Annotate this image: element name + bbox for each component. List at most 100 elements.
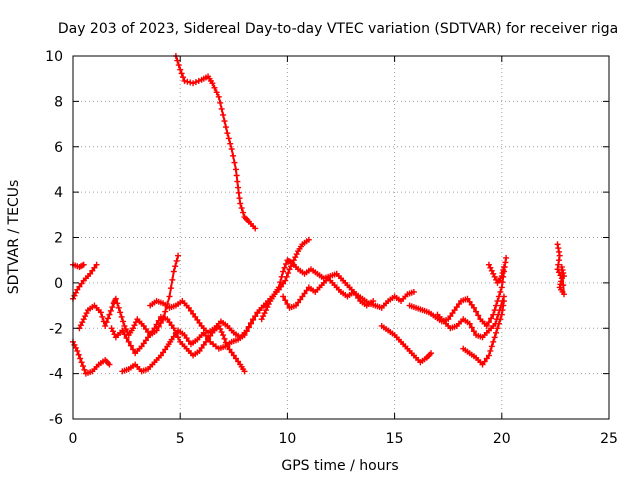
data-point bbox=[147, 331, 154, 338]
data-point bbox=[185, 304, 192, 311]
data-point bbox=[185, 338, 192, 345]
data-point bbox=[275, 284, 282, 291]
data-point bbox=[192, 79, 199, 86]
data-point bbox=[499, 270, 506, 277]
data-point bbox=[466, 320, 473, 327]
data-point bbox=[252, 313, 259, 320]
data-point bbox=[483, 322, 490, 329]
data-point bbox=[297, 296, 304, 303]
data-point bbox=[130, 346, 137, 353]
data-point bbox=[202, 332, 209, 339]
data-point bbox=[140, 322, 147, 329]
data-point bbox=[556, 252, 563, 259]
data-point bbox=[238, 205, 245, 212]
data-point bbox=[557, 281, 564, 288]
data-point bbox=[370, 298, 377, 305]
data-point bbox=[493, 276, 500, 283]
data-point bbox=[240, 209, 247, 216]
data-point bbox=[449, 310, 456, 317]
data-point bbox=[74, 286, 81, 293]
data-point bbox=[157, 352, 164, 359]
data-point bbox=[493, 302, 500, 309]
y-tick-label: 8 bbox=[54, 94, 63, 110]
data-point bbox=[499, 279, 506, 286]
data-point bbox=[170, 325, 177, 332]
data-point bbox=[226, 346, 233, 353]
data-point bbox=[181, 332, 188, 339]
data-point bbox=[127, 342, 134, 349]
data-point bbox=[213, 89, 220, 96]
data-point bbox=[122, 326, 129, 333]
data-point bbox=[153, 321, 160, 328]
data-point bbox=[230, 152, 237, 159]
series-s3 bbox=[70, 261, 100, 302]
data-point bbox=[162, 346, 169, 353]
data-point bbox=[75, 351, 82, 358]
data-point bbox=[205, 335, 212, 342]
data-point bbox=[221, 118, 228, 125]
data-point bbox=[170, 268, 177, 275]
data-point bbox=[559, 267, 566, 274]
data-point bbox=[80, 316, 87, 323]
data-point bbox=[250, 316, 257, 323]
data-point bbox=[99, 313, 106, 320]
data-point bbox=[487, 347, 494, 354]
data-series bbox=[70, 53, 567, 377]
data-point bbox=[498, 284, 505, 291]
x-tick-label: 5 bbox=[176, 431, 185, 447]
chart-title: Day 203 of 2023, Sidereal Day-to-day VTE… bbox=[58, 21, 618, 37]
data-point bbox=[107, 307, 114, 314]
data-point bbox=[79, 319, 86, 326]
series-s1 bbox=[172, 53, 259, 232]
data-point bbox=[82, 313, 89, 320]
data-point bbox=[221, 335, 228, 342]
data-point bbox=[181, 77, 188, 84]
data-point bbox=[303, 287, 310, 294]
data-point bbox=[475, 312, 482, 319]
data-point bbox=[455, 301, 462, 308]
series-line bbox=[72, 340, 111, 375]
series-s14 bbox=[460, 298, 507, 368]
data-point bbox=[451, 307, 458, 314]
data-point bbox=[488, 315, 495, 322]
data-point bbox=[305, 236, 312, 243]
data-point bbox=[247, 319, 254, 326]
data-point bbox=[89, 267, 96, 274]
data-point bbox=[217, 99, 224, 106]
data-point bbox=[164, 316, 171, 323]
data-point bbox=[93, 261, 100, 268]
data-point bbox=[194, 316, 201, 323]
data-point bbox=[410, 288, 417, 295]
data-point bbox=[560, 291, 567, 298]
data-point bbox=[470, 304, 477, 311]
data-point bbox=[115, 304, 122, 311]
series-line bbox=[149, 238, 310, 339]
data-point bbox=[481, 358, 488, 365]
data-point bbox=[131, 322, 138, 329]
data-point bbox=[173, 257, 180, 264]
data-point bbox=[466, 298, 473, 305]
data-point bbox=[252, 225, 259, 232]
data-point bbox=[160, 349, 167, 356]
data-point bbox=[555, 245, 562, 252]
data-point bbox=[445, 316, 452, 323]
x-tick-label: 0 bbox=[69, 431, 78, 447]
data-point bbox=[500, 298, 507, 305]
data-point bbox=[277, 279, 284, 286]
y-tick-label: 4 bbox=[54, 185, 63, 201]
data-point bbox=[102, 322, 109, 329]
data-point bbox=[77, 355, 84, 362]
data-point bbox=[108, 325, 115, 332]
data-point bbox=[261, 310, 268, 317]
data-point bbox=[299, 293, 306, 300]
data-point bbox=[109, 304, 116, 311]
data-point bbox=[265, 301, 272, 308]
data-point bbox=[490, 338, 497, 345]
x-axis-label: GPS time / hours bbox=[281, 458, 398, 474]
data-point bbox=[231, 159, 238, 166]
data-point bbox=[488, 343, 495, 350]
series-s11 bbox=[378, 322, 435, 366]
data-point bbox=[72, 289, 79, 296]
data-point bbox=[174, 57, 181, 64]
series-s9 bbox=[258, 257, 417, 323]
